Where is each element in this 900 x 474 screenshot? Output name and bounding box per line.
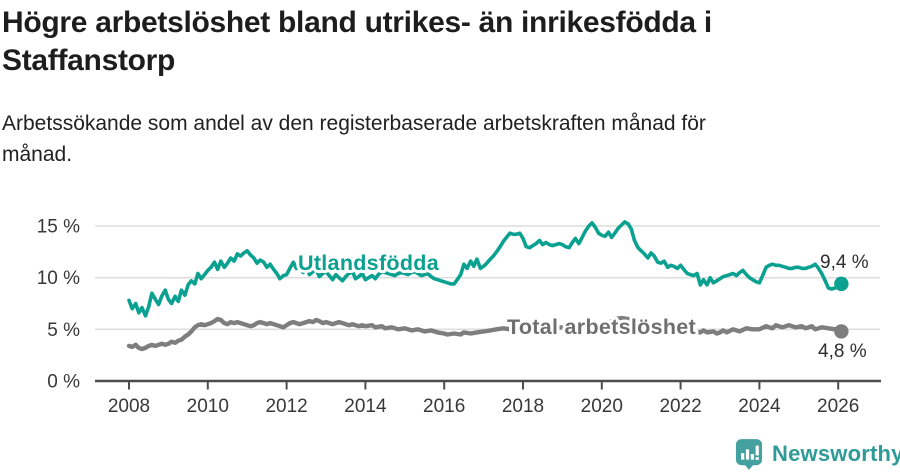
y-tick-label-10: 10 % xyxy=(37,268,80,289)
x-tick-label-2018: 2018 xyxy=(502,396,544,417)
series-label-utlandsfodda: Utlandsfödda xyxy=(298,251,440,275)
x-tick-label-2024: 2024 xyxy=(738,396,781,417)
series-end-value-total: 4,8 % xyxy=(818,341,867,362)
series-end-dot-total xyxy=(834,324,849,339)
page-title: Högre arbetslöshet bland utrikes- än inr… xyxy=(2,4,882,80)
x-tick-label-2022: 2022 xyxy=(659,396,701,417)
page-title-line-2: Staffanstorp xyxy=(2,44,176,77)
x-tick-label-2020: 2020 xyxy=(581,396,623,417)
newsworthy-logo-icon xyxy=(735,439,763,470)
chart-subtitle: Arbetssökande som andel av den registerb… xyxy=(2,108,882,170)
newsworthy-brand-link[interactable]: Newsworthy xyxy=(735,437,900,471)
series-line-utlandsfodda xyxy=(127,220,844,318)
series-end-value-utlandsfodda: 9,4 % xyxy=(820,252,869,273)
chart-subtitle-line-1: Arbetssökande som andel av den registerb… xyxy=(2,112,706,135)
y-tick-label-0: 0 % xyxy=(47,372,80,393)
x-tick-label-2016: 2016 xyxy=(423,396,465,417)
newsworthy-brand-text: Newsworthy xyxy=(772,441,900,466)
page-title-line-1: Högre arbetslöshet bland utrikes- än inr… xyxy=(2,6,712,39)
x-tick-label-2014: 2014 xyxy=(344,396,387,417)
chart-subtitle-line-2: månad. xyxy=(2,143,73,166)
series-label-total: Total arbetslöshet xyxy=(507,315,696,339)
x-tick-label-2010: 2010 xyxy=(187,396,229,417)
x-tick-label-2008: 2008 xyxy=(108,396,150,417)
y-tick-label-5: 5 % xyxy=(47,320,80,341)
y-tick-label-15: 15 % xyxy=(37,217,80,238)
series-end-dot-utlandsfodda xyxy=(834,276,849,292)
x-tick-label-2026: 2026 xyxy=(817,396,859,417)
series-line-total xyxy=(126,315,844,352)
x-tick-label-2012: 2012 xyxy=(265,396,307,417)
